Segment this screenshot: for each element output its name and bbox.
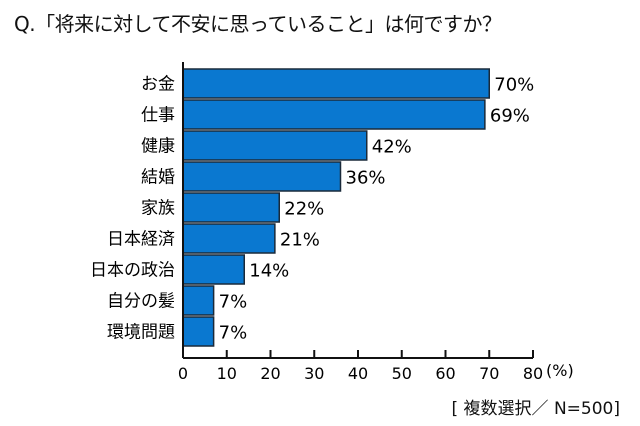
bar — [182, 316, 215, 347]
category-label: 自分の髪 — [107, 292, 175, 312]
x-axis-unit: (%) — [546, 361, 574, 380]
data-label: 22% — [284, 199, 324, 220]
category-label: 家族 — [141, 199, 175, 219]
category-label: 環境問題 — [107, 323, 175, 343]
bar — [182, 223, 276, 254]
x-tick-label: 10 — [217, 364, 237, 383]
x-tick-label: 50 — [392, 364, 412, 383]
x-tick-label: 40 — [348, 364, 368, 383]
sample-note: [ 複数選択／ N=500] — [451, 399, 620, 419]
bar — [182, 254, 245, 285]
category-label: 結婚 — [141, 168, 175, 188]
x-tick-label: 60 — [435, 364, 455, 383]
category-label: お金 — [141, 75, 175, 95]
data-label: 69% — [490, 106, 530, 127]
data-label: 70% — [494, 75, 534, 96]
x-tick-label: 70 — [479, 364, 499, 383]
category-label: 健康 — [141, 137, 175, 157]
category-label: 日本の政治 — [90, 261, 175, 281]
bar — [182, 130, 368, 161]
bar — [182, 99, 486, 130]
x-tick-label: 20 — [260, 364, 280, 383]
category-label: 日本経済 — [107, 230, 175, 250]
bar — [182, 161, 342, 192]
data-label: 14% — [249, 261, 289, 282]
bar — [182, 68, 490, 99]
chart-title: Q.「将来に対して不安に思っていること」は何ですか？ — [14, 12, 502, 36]
bar — [182, 192, 280, 223]
data-label: 42% — [372, 137, 412, 158]
category-label: 仕事 — [141, 106, 175, 126]
data-label: 36% — [346, 168, 386, 189]
x-tick-label: 80 — [523, 364, 543, 383]
x-tick-label: 30 — [304, 364, 324, 383]
x-tick-label: 0 — [178, 364, 188, 383]
data-label: 7% — [219, 323, 248, 344]
bar — [182, 285, 215, 316]
data-label: 21% — [280, 230, 320, 251]
data-label: 7% — [219, 292, 248, 313]
